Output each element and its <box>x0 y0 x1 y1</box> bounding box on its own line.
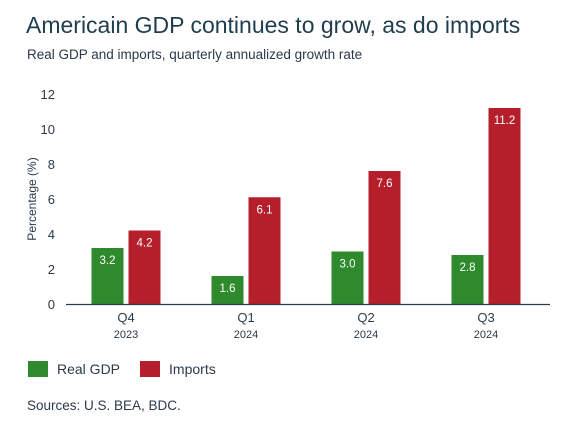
y-axis-label: Percentage (%) <box>25 157 39 240</box>
bar-real-gdp <box>451 255 484 304</box>
bar-real-gdp <box>91 248 124 304</box>
data-label-imports: 7.6 <box>377 178 393 190</box>
x-tick-label-quarter: Q2 <box>357 310 374 325</box>
y-tick-label: 0 <box>48 297 55 312</box>
bar-imports <box>128 230 161 304</box>
x-tick-label-year: 2024 <box>474 329 498 341</box>
y-tick-label: 2 <box>48 262 55 277</box>
data-label-real-gdp: 2.8 <box>460 262 476 274</box>
data-label-imports: 6.1 <box>257 204 273 216</box>
legend: Real GDP Imports <box>28 361 236 377</box>
chart-title: Americain GDP continues to grow, as do i… <box>26 12 521 38</box>
legend-swatch-real-gdp <box>28 361 48 377</box>
bar-chart: 0 2 4 6 8 10 12 Percentage (%) 3.2 1.6 3.0 2.8 4.2 6.… <box>25 87 550 341</box>
x-tick-label-quarter: Q3 <box>477 310 494 325</box>
legend-item-real-gdp: Real GDP <box>28 361 120 377</box>
y-tick-label: 6 <box>48 192 55 207</box>
bar-imports <box>368 171 401 304</box>
bar-real-gdp <box>211 276 244 304</box>
x-tick-label-quarter: Q1 <box>237 310 254 325</box>
source-note: Sources: U.S. BEA, BDC. <box>27 398 181 413</box>
data-label-imports: 11.2 <box>494 115 516 127</box>
legend-label-real-gdp: Real GDP <box>57 361 121 377</box>
bar-imports <box>248 197 281 304</box>
chart-subtitle: Real GDP and imports, quarterly annualiz… <box>27 47 363 62</box>
data-label-real-gdp: 1.6 <box>220 283 236 295</box>
legend-label-imports: Imports <box>169 361 216 377</box>
legend-swatch-imports <box>140 361 161 377</box>
data-label-real-gdp: 3.2 <box>100 255 116 267</box>
y-tick-label: 8 <box>48 157 55 172</box>
y-tick-label: 10 <box>41 122 55 137</box>
x-tick-label-quarter: Q4 <box>117 310 134 325</box>
bar-imports <box>488 108 521 304</box>
data-label-imports: 4.2 <box>137 238 153 250</box>
x-tick-label-year: 2024 <box>234 329 258 341</box>
y-tick-label: 12 <box>41 87 55 102</box>
data-label-real-gdp: 3.0 <box>340 259 356 271</box>
y-tick-label: 4 <box>48 227 55 242</box>
legend-item-imports: Imports <box>140 361 216 377</box>
x-tick-label-year: 2024 <box>354 329 378 341</box>
bar-real-gdp <box>331 251 364 304</box>
x-tick-label-year: 2023 <box>114 329 138 341</box>
